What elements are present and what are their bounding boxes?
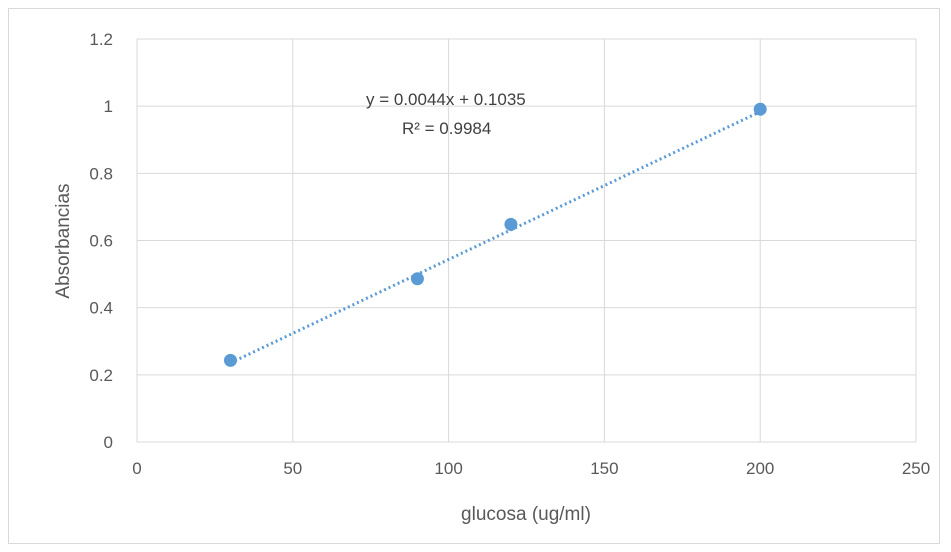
data-point <box>504 217 518 231</box>
x-axis-title: glucosa (ug/ml) <box>461 504 591 525</box>
y-tick-label: 0.2 <box>89 366 113 385</box>
y-tick-label: 0.4 <box>89 299 113 318</box>
y-tick-label: 0.8 <box>89 164 113 183</box>
trendline-group <box>229 110 761 365</box>
y-tick-label: 0.6 <box>89 232 113 251</box>
x-tick-label: 250 <box>902 459 930 478</box>
trendline-equation: y = 0.0044x + 0.1035 <box>366 90 526 109</box>
grid-lines <box>136 38 917 443</box>
data-point <box>410 272 424 286</box>
y-tick-label: 1.2 <box>89 30 113 49</box>
scatter-chart: 0 50 100 150 200 250 0 0.2 0.4 0.6 0.8 1 1.2 y = 0.0… <box>53 30 930 525</box>
data-point <box>223 353 237 367</box>
y-axis-title: Absorbancias <box>53 183 74 298</box>
x-tick-label: 100 <box>434 459 462 478</box>
tick-labels: 0 50 100 150 200 250 0 0.2 0.4 0.6 0.8 1 1.2 <box>89 30 930 478</box>
x-tick-label: 0 <box>132 459 141 478</box>
data-points <box>223 102 767 367</box>
data-point <box>753 102 767 116</box>
chart-area: 0 50 100 150 200 250 0 0.2 0.4 0.6 0.8 1 1.2 y = 0.0… <box>8 8 940 544</box>
r-squared-label: R² = 0.9984 <box>402 119 491 138</box>
x-tick-label: 50 <box>283 459 302 478</box>
trendline <box>229 110 761 365</box>
y-tick-label: 0 <box>104 433 113 452</box>
x-tick-label: 200 <box>746 459 774 478</box>
x-tick-label: 150 <box>590 459 618 478</box>
y-tick-label: 1 <box>104 97 113 116</box>
